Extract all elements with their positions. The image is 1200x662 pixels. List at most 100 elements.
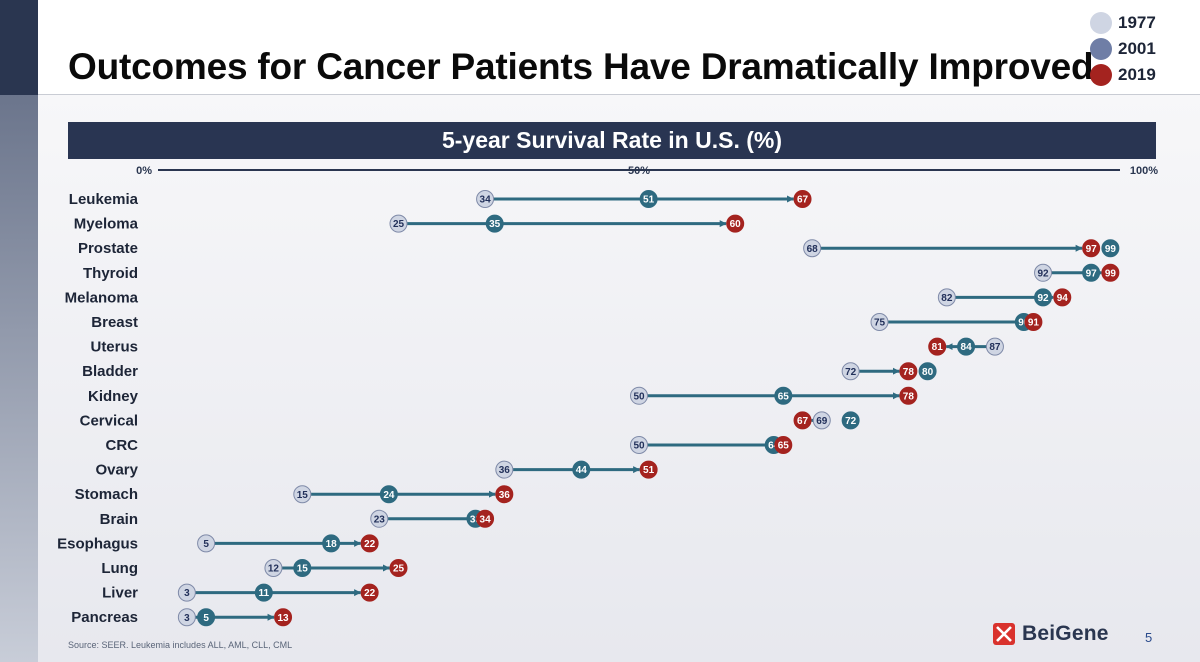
content-background — [38, 95, 1200, 662]
value-label-2019: 13 — [277, 613, 289, 624]
point-2019 — [928, 337, 947, 356]
value-label-2019: 67 — [797, 416, 809, 427]
source-note: Source: SEER. Leukemia includes ALL, AML… — [68, 640, 293, 650]
value-label-2001: 5 — [203, 613, 209, 624]
value-label-1977: 23 — [374, 514, 386, 525]
point-2001 — [379, 485, 398, 504]
point-2001 — [1101, 239, 1120, 258]
point-2001 — [639, 190, 658, 208]
value-label-2019: 65 — [778, 441, 790, 452]
value-label-2019: 94 — [1057, 293, 1069, 304]
point-1977 — [197, 534, 216, 553]
value-label-2001: 90 — [1018, 318, 1030, 329]
point-1977 — [370, 509, 389, 528]
point-1977 — [812, 411, 831, 430]
point-2001 — [841, 411, 860, 430]
decorative-sidebar-top — [0, 0, 38, 95]
value-label-2001: 24 — [383, 490, 395, 501]
point-2019 — [1053, 288, 1072, 307]
point-2001 — [774, 386, 793, 405]
value-label-1977: 3 — [184, 613, 190, 624]
category-label: Esophagus — [57, 535, 138, 552]
legend-label-1977: 1977 — [1118, 13, 1156, 32]
value-label-2019: 67 — [797, 195, 809, 206]
point-1977 — [389, 214, 408, 233]
category-label: Kidney — [88, 388, 139, 405]
value-label-1977: 92 — [1037, 268, 1049, 279]
legend-label-2001: 2001 — [1118, 39, 1156, 58]
beigene-logo-icon — [993, 623, 1015, 645]
header-divider — [38, 94, 1200, 95]
point-2019 — [793, 411, 812, 430]
legend: 1977 2001 2019 — [1090, 10, 1180, 88]
point-2001 — [1034, 288, 1053, 307]
value-label-1977: 50 — [633, 441, 645, 452]
point-1977 — [630, 436, 648, 454]
point-1977 — [177, 608, 196, 627]
value-label-2019: 25 — [393, 564, 405, 575]
point-2001 — [572, 460, 591, 479]
point-1977 — [630, 386, 648, 405]
point-2001 — [1082, 263, 1101, 282]
value-label-2019: 99 — [1105, 268, 1117, 279]
value-label-2001: 72 — [845, 416, 857, 427]
value-label-2001: 80 — [922, 367, 934, 378]
point-2001 — [957, 337, 976, 356]
category-label: Lung — [101, 560, 138, 577]
category-label: Uterus — [90, 339, 138, 356]
value-label-1977: 72 — [845, 367, 857, 378]
point-2001 — [254, 583, 273, 602]
point-2019 — [899, 362, 918, 381]
category-label: Bladder — [82, 363, 138, 380]
value-label-2001: 97 — [1086, 268, 1098, 279]
category-label: Myeloma — [74, 216, 139, 233]
value-label-2001: 33 — [470, 514, 482, 525]
category-label: Leukemia — [69, 191, 139, 208]
legend-dot-1977 — [1090, 12, 1112, 34]
point-2001 — [322, 534, 341, 553]
value-label-2019: 97 — [1086, 244, 1098, 255]
decorative-sidebar-bottom — [0, 95, 38, 662]
point-1977 — [803, 239, 822, 258]
value-label-2001: 99 — [1105, 244, 1117, 255]
point-2019 — [360, 534, 379, 553]
point-2019 — [1082, 239, 1101, 258]
point-2019 — [793, 190, 812, 208]
value-label-1977: 50 — [633, 391, 645, 402]
category-label: Brain — [100, 511, 138, 528]
x-tick-label: 50% — [628, 165, 650, 177]
legend-item-2001: 2001 — [1090, 36, 1180, 62]
value-label-2019: 34 — [480, 514, 492, 525]
legend-item-1977: 1977 — [1090, 10, 1180, 36]
value-label-2019: 51 — [643, 465, 655, 476]
point-2019 — [495, 485, 514, 504]
point-2019 — [726, 214, 745, 233]
point-1977 — [870, 313, 889, 331]
category-label: Cervical — [80, 412, 138, 429]
value-label-1977: 15 — [297, 490, 309, 501]
category-label: Prostate — [78, 240, 138, 257]
point-2019 — [389, 559, 408, 577]
value-label-2001: 35 — [489, 219, 501, 230]
value-label-1977: 82 — [941, 293, 953, 304]
value-label-2019: 60 — [730, 219, 742, 230]
value-label-2019: 91 — [1028, 318, 1040, 329]
page-title: Outcomes for Cancer Patients Have Dramat… — [68, 46, 1094, 87]
point-1977 — [264, 559, 283, 577]
legend-item-2019: 2019 — [1090, 62, 1180, 88]
category-label: Melanoma — [65, 289, 139, 306]
point-1977 — [1034, 263, 1053, 282]
value-label-2001: 44 — [576, 465, 588, 476]
point-1977 — [985, 337, 1004, 356]
value-label-2001: 92 — [1037, 293, 1049, 304]
value-label-2001: 64 — [768, 441, 780, 452]
value-label-2001: 11 — [259, 588, 270, 599]
point-2019 — [899, 386, 918, 405]
value-label-2019: 81 — [932, 342, 944, 353]
value-label-2001: 65 — [778, 391, 790, 402]
logo-text: BeiGene — [1022, 622, 1109, 645]
value-label-1977: 25 — [393, 219, 405, 230]
category-label: CRC — [106, 437, 139, 454]
value-label-1977: 68 — [807, 244, 819, 255]
value-label-1977: 69 — [816, 416, 828, 427]
